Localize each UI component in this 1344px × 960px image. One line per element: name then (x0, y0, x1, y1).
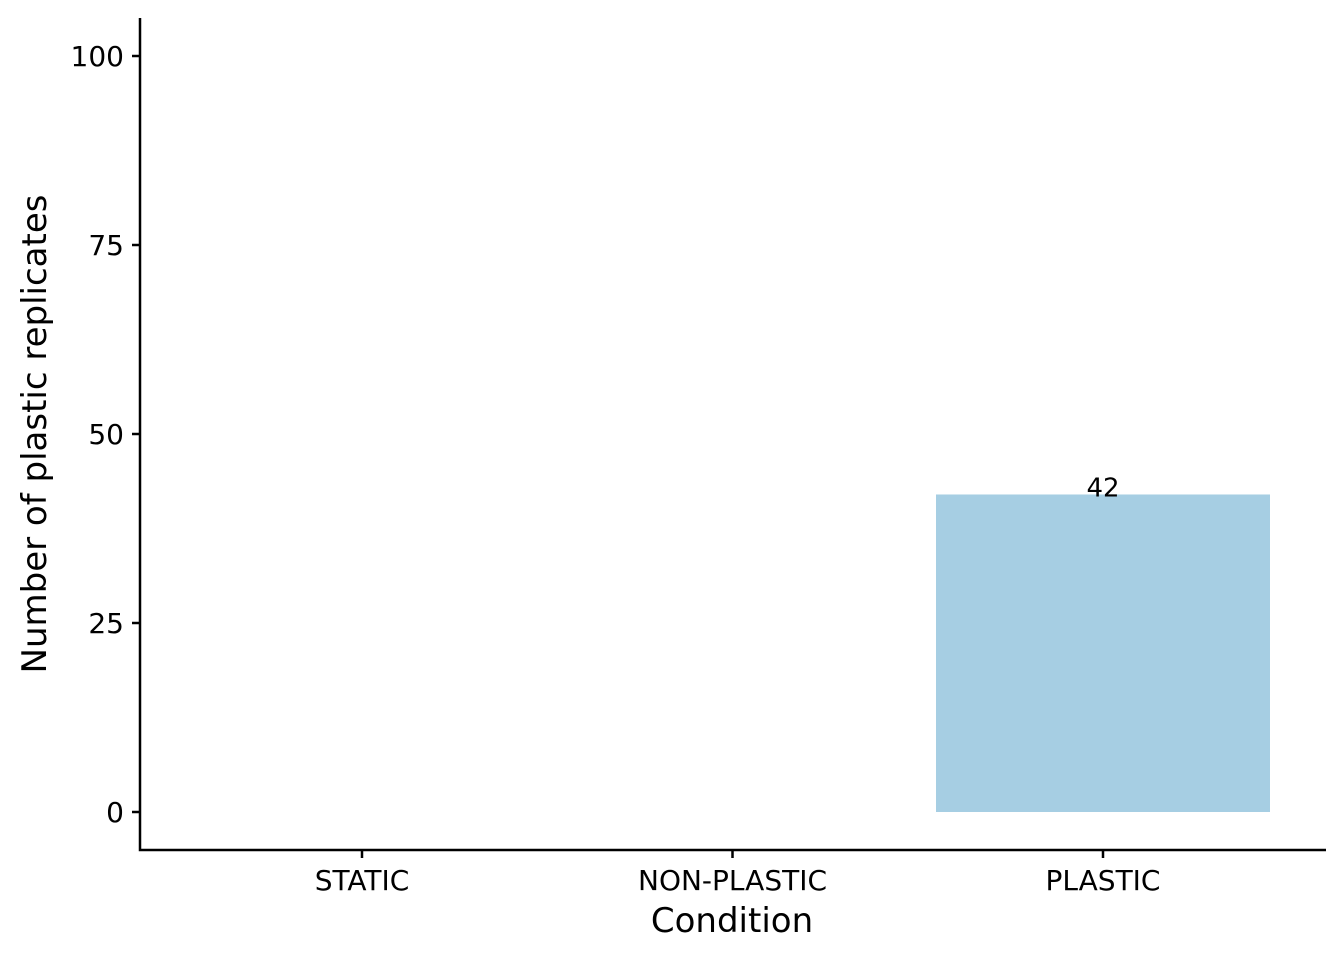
x-axis-ticks: STATIC NON-PLASTIC PLASTIC (315, 850, 1161, 897)
x-tick-label: PLASTIC (1046, 864, 1161, 897)
y-axis-title: Number of plastic replicates (15, 195, 55, 674)
y-axis-ticks: 0 25 50 75 100 (71, 40, 140, 829)
y-tick-label: 50 (88, 418, 124, 451)
x-tick-label: NON-PLASTIC (638, 864, 827, 897)
y-tick-label: 25 (88, 607, 124, 640)
data-labels-layer: 42 (1086, 473, 1119, 503)
bars-layer (936, 494, 1270, 812)
data-label-plastic: 42 (1086, 473, 1119, 503)
y-tick-label: 75 (88, 229, 124, 262)
y-tick-label: 100 (71, 40, 124, 73)
x-axis-title: Condition (651, 901, 813, 941)
y-tick-label: 0 (106, 796, 124, 829)
axes-frame (138, 18, 1326, 852)
bar-plastic (936, 494, 1270, 812)
x-tick-label: STATIC (315, 864, 410, 897)
